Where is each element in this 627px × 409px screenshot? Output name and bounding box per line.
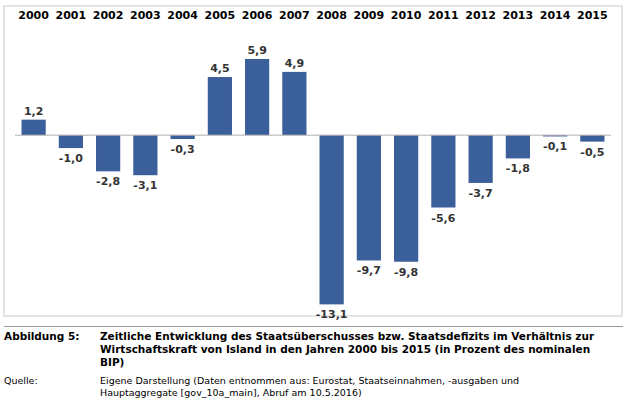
- x-tick-label: 2001: [56, 9, 87, 22]
- data-label: -2,8: [96, 175, 120, 188]
- bars: [22, 59, 605, 304]
- data-label: -13,1: [316, 308, 348, 321]
- data-label: 5,9: [247, 44, 267, 57]
- plot-frame: [4, 6, 622, 316]
- x-tick-label: 2002: [93, 9, 124, 22]
- bar: [208, 77, 232, 135]
- bar: [431, 135, 455, 207]
- data-label: 4,5: [210, 62, 230, 75]
- x-tick-label: 2011: [428, 9, 459, 22]
- bar: [59, 135, 83, 148]
- bar: [469, 135, 493, 183]
- bar: [506, 135, 530, 158]
- x-tick-label: 2005: [205, 9, 236, 22]
- bar: [282, 72, 306, 135]
- data-label: -3,1: [133, 179, 157, 192]
- bar: [171, 135, 195, 139]
- figure-title: Zeitliche Entwicklung des Staatsüberschu…: [100, 330, 615, 369]
- x-tick-label: 2009: [354, 9, 385, 22]
- bar: [394, 135, 418, 262]
- bar: [133, 135, 157, 175]
- bar: [580, 135, 604, 141]
- x-tick-label: 2007: [279, 9, 310, 22]
- data-label: -9,8: [394, 266, 418, 279]
- bar: [357, 135, 381, 260]
- caption: Abbildung 5: Zeitliche Entwicklung des S…: [4, 326, 623, 399]
- data-label: -9,7: [357, 264, 381, 277]
- figure-label: Abbildung 5:: [4, 330, 100, 369]
- source-label: Quelle:: [4, 375, 100, 399]
- data-label: -0,1: [543, 140, 567, 153]
- x-tick-label: 2013: [503, 9, 534, 22]
- source-text: Eigene Darstellung (Daten entnommen aus:…: [100, 375, 570, 399]
- x-tick-label: 2006: [242, 9, 273, 22]
- data-label: -5,6: [431, 212, 455, 225]
- bar: [96, 135, 120, 171]
- x-tick-label: 2012: [465, 9, 496, 22]
- x-tick-label: 2000: [18, 9, 49, 22]
- bar: [245, 59, 269, 135]
- x-tick-label: 2010: [391, 9, 422, 22]
- chart: 2000 2001 2002 2003 2004 2005 2006 2007 2008 2009…: [0, 0, 627, 322]
- x-tick-label: 2003: [130, 9, 161, 22]
- bar: [320, 135, 344, 304]
- data-label: -0,5: [580, 146, 604, 159]
- data-label: -1,0: [59, 152, 83, 165]
- zero-line: [15, 135, 611, 136]
- bar: [22, 120, 46, 135]
- data-label: 4,9: [285, 57, 305, 70]
- data-label: -3,7: [469, 187, 493, 200]
- data-label: -0,3: [171, 143, 195, 156]
- x-tick-label: 2014: [540, 9, 571, 22]
- x-tick-label: 2015: [577, 9, 608, 22]
- x-tick-label: 2008: [316, 9, 347, 22]
- data-label: -1,8: [506, 162, 530, 175]
- data-label: 1,2: [24, 105, 44, 118]
- x-tick-label: 2004: [167, 9, 198, 22]
